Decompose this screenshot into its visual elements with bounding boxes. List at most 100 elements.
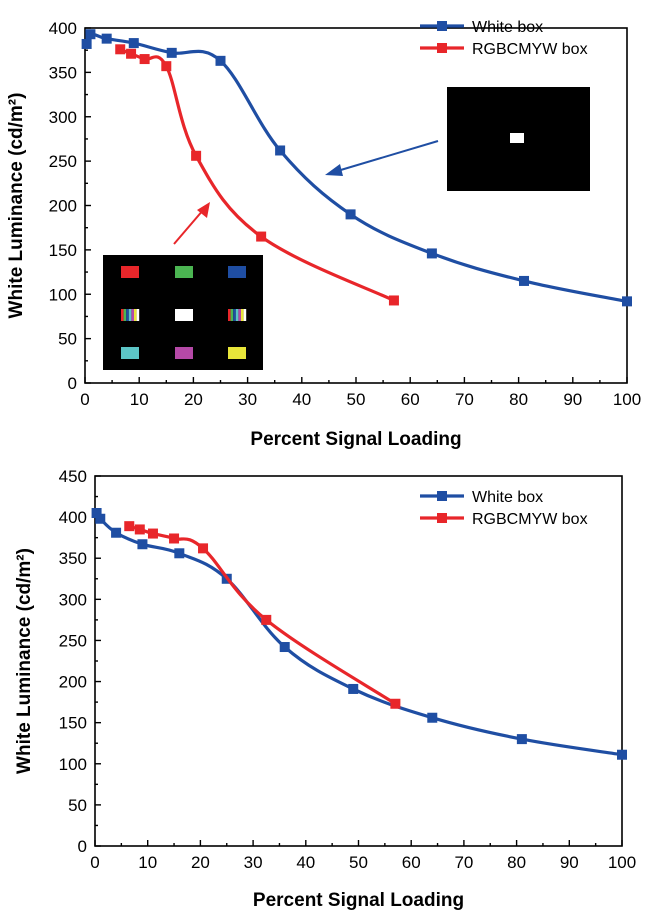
y-tick-label: 200 xyxy=(49,197,77,216)
x-tick-label: 60 xyxy=(402,853,421,872)
y-tick-label: 100 xyxy=(59,755,87,774)
legend-label: RGBCMYW box xyxy=(472,41,588,58)
y-tick-label: 350 xyxy=(49,63,77,82)
y-tick-label: 400 xyxy=(59,508,87,527)
x-tick-label: 0 xyxy=(80,390,89,409)
rgbcmyw-stripe xyxy=(228,309,231,321)
rgbcmyw-stripe xyxy=(241,309,244,321)
data-point-rgbcmyw-box xyxy=(390,698,401,709)
data-point-rgbcmyw-box xyxy=(134,524,145,535)
data-point-rgbcmyw-box xyxy=(126,48,137,59)
rgbcmyw-stripe xyxy=(230,309,234,321)
legend-marker xyxy=(437,491,447,501)
rgbcmyw-cell xyxy=(175,309,193,321)
data-point-white-box xyxy=(516,734,527,745)
x-tick-label: 70 xyxy=(455,390,474,409)
rgbcmyw-cell xyxy=(175,347,193,359)
rgbcmyw-cell xyxy=(121,347,139,359)
y-axis-title: White Luminance (cd/m²) xyxy=(14,548,35,774)
data-point-rgbcmyw-box xyxy=(147,528,158,539)
top-luminance-chart: 0 10 20 30 40 50 60 70 80 90 100 0 50 100 150 200 250 300… xyxy=(6,19,641,450)
data-point-rgbcmyw-box xyxy=(256,231,267,242)
rgbcmyw-stripe xyxy=(136,309,140,321)
data-point-white-box xyxy=(519,275,530,286)
plot-frame xyxy=(94,475,623,847)
x-tick-label: 30 xyxy=(244,853,263,872)
x-tick-label: 50 xyxy=(349,853,368,872)
y-tick-label: 150 xyxy=(59,714,87,733)
y-tick-label: 250 xyxy=(59,631,87,650)
x-tick-label: 70 xyxy=(454,853,473,872)
data-point-white-box xyxy=(215,55,226,66)
x-tick-label: 20 xyxy=(184,390,203,409)
data-point-rgbcmyw-box xyxy=(115,44,126,55)
data-point-white-box xyxy=(101,33,112,44)
y-tick-label: 0 xyxy=(68,374,77,393)
bottom-luminance-chart: 0 10 20 30 40 50 60 70 80 90 100 0 50 100 150 200 250 300… xyxy=(14,467,636,911)
white-box-inset-square xyxy=(510,133,524,143)
white-box-arrow xyxy=(333,140,439,173)
rgbcmyw-stripe xyxy=(121,309,124,321)
data-point-white-box xyxy=(345,209,356,220)
x-tick-label: 20 xyxy=(191,853,210,872)
rgbcmyw-arrowhead xyxy=(197,202,210,218)
x-tick-label: 0 xyxy=(90,853,99,872)
x-tick-label: 30 xyxy=(238,390,257,409)
x-tick-label: 40 xyxy=(296,853,315,872)
x-tick-label: 90 xyxy=(560,853,579,872)
data-point-rgbcmyw-box xyxy=(161,61,172,72)
x-tick-label: 100 xyxy=(608,853,636,872)
legend-marker xyxy=(437,21,447,31)
legend-label: White box xyxy=(472,489,543,506)
y-axis-title: White Luminance (cd/m²) xyxy=(6,93,27,319)
data-point-white-box xyxy=(95,513,106,524)
y-tick-label: 50 xyxy=(68,796,87,815)
x-tick-label: 100 xyxy=(613,390,641,409)
x-tick-label: 10 xyxy=(138,853,157,872)
rgbcmyw-cell xyxy=(228,347,246,359)
rgbcmyw-stripe xyxy=(235,309,239,321)
data-point-white-box xyxy=(111,527,122,538)
x-tick-label: 80 xyxy=(509,390,528,409)
data-point-white-box xyxy=(91,508,102,518)
data-point-white-box xyxy=(617,749,627,760)
y-tick-label: 250 xyxy=(49,152,77,171)
legend-marker xyxy=(437,513,447,523)
x-tick-label: 10 xyxy=(130,390,149,409)
x-tick-label: 90 xyxy=(563,390,582,409)
data-point-rgbcmyw-box xyxy=(198,543,209,554)
y-tick-label: 300 xyxy=(59,590,87,609)
rgbcmyw-stripe xyxy=(123,309,127,321)
x-tick-label: 50 xyxy=(347,390,366,409)
rgbcmyw-stripe xyxy=(134,309,137,321)
data-point-rgbcmyw-box xyxy=(169,533,180,544)
y-tick-label: 100 xyxy=(49,285,77,304)
data-point-white-box xyxy=(426,248,437,259)
y-tick-label: 350 xyxy=(59,549,87,568)
y-tick-label: 200 xyxy=(59,673,87,692)
x-tick-label: 80 xyxy=(507,853,526,872)
legend-label: RGBCMYW box xyxy=(472,511,588,528)
rgbcmyw-stripe xyxy=(131,309,134,321)
rgbcmyw-stripe xyxy=(126,309,129,321)
data-point-white-box xyxy=(137,539,148,550)
data-point-rgbcmyw-box xyxy=(191,150,202,161)
x-tick-label: 60 xyxy=(401,390,420,409)
rgbcmyw-cell xyxy=(121,266,139,278)
legend-label: White box xyxy=(472,19,543,36)
x-axis-title: Percent Signal Loading xyxy=(250,429,461,450)
y-tick-label: 400 xyxy=(49,19,77,38)
x-axis-title: Percent Signal Loading xyxy=(253,890,464,911)
data-point-white-box xyxy=(166,47,177,58)
data-point-white-box xyxy=(279,642,290,653)
x-tick-label: 40 xyxy=(292,390,311,409)
data-point-rgbcmyw-box xyxy=(261,614,272,625)
rgbcmyw-cell xyxy=(228,266,246,278)
rgbcmyw-stripe xyxy=(128,309,132,321)
rgbcmyw-stripe xyxy=(233,309,236,321)
rgbcmyw-cell xyxy=(175,266,193,278)
data-point-rgbcmyw-box xyxy=(124,521,135,532)
legend-marker xyxy=(437,43,447,53)
data-point-rgbcmyw-box xyxy=(139,54,150,65)
